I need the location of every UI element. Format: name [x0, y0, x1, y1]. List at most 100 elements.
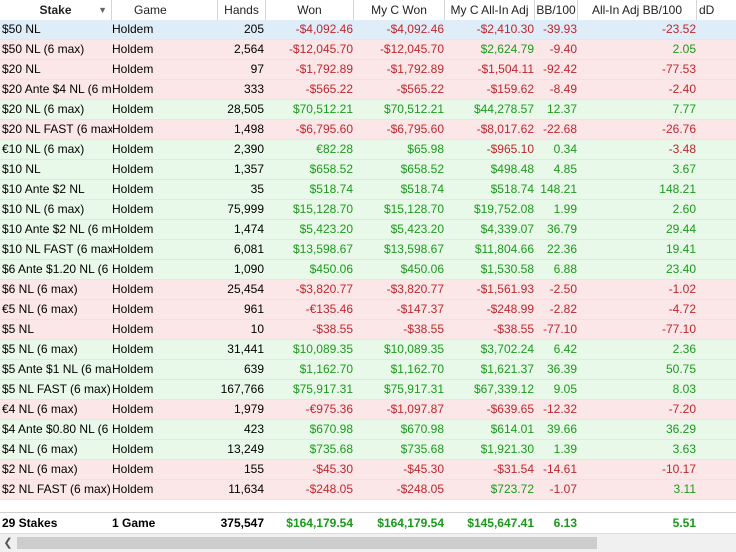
game-cell: Holdem: [112, 482, 154, 496]
adj-bb100-cell: 148.21: [659, 182, 696, 196]
scrollbar-thumb[interactable]: [17, 537, 597, 549]
adj-bb100-cell: -7.20: [668, 402, 696, 416]
table-row[interactable]: $20 Ante $4 NL (6 max)Holdem 333 -$565.22 -…: [0, 80, 736, 100]
table-row[interactable]: $5 Ante $1 NL (6 max) Holdem 639 $1,162.70 $…: [0, 360, 736, 380]
won-cell: $518.74: [309, 182, 353, 196]
horizontal-scrollbar[interactable]: ❮: [0, 533, 736, 552]
bb100-cell: 1.99: [553, 202, 577, 216]
allin-adj-cell: -$8,017.62: [476, 122, 534, 136]
table-row[interactable]: $10 NL FAST (6 max) Holdem 6,081 $13,598.67…: [0, 240, 736, 260]
table-row[interactable]: $20 NL Holdem 97 -$1,792.89 -$1,792.89 -$1,50…: [0, 60, 736, 80]
allin-adj-cell: $498.48: [490, 162, 534, 176]
table-row[interactable]: $4 Ante $0.80 NL (6 max)Holdem 423 $670.98…: [0, 420, 736, 440]
game-cell: Holdem: [112, 142, 154, 156]
sort-descending-icon[interactable]: ▼: [98, 5, 107, 15]
column-header-dd[interactable]: dD: [699, 3, 715, 17]
won-cell: $670.98: [309, 422, 353, 436]
table-row[interactable]: $4 NL (6 max) Holdem 13,249 $735.68 $735.68 $…: [0, 440, 736, 460]
hands-cell: 333: [243, 82, 264, 96]
column-header-stake[interactable]: Stake ▼: [0, 0, 112, 20]
bb100-cell: -9.40: [549, 42, 577, 56]
stake-cell: $5 Ante $1 NL (6 max): [2, 362, 112, 376]
adj-bb100-cell: 7.77: [672, 102, 696, 116]
stake-cell: $50 NL (6 max): [2, 42, 85, 56]
column-header-my-c-allin-adj[interactable]: My C All-In Adj: [445, 0, 535, 20]
table-row[interactable]: €5 NL (6 max) Holdem 961 -€135.46 -$147.37 -$…: [0, 300, 736, 320]
adj-bb100-cell: -77.53: [661, 62, 696, 76]
stake-cell: $10 NL (6 max): [2, 202, 85, 216]
adj-bb100-cell: 3.67: [672, 162, 696, 176]
hands-cell: 639: [243, 362, 264, 376]
table-row[interactable]: $2 NL (6 max) Holdem 155 -$45.30 -$45.30 -$31…: [0, 460, 736, 480]
adj-bb100-cell: 3.63: [672, 442, 696, 456]
column-header-allin-adj-bb100[interactable]: All-In Adj BB/100: [578, 0, 697, 20]
game-cell: Holdem: [112, 342, 154, 356]
allin-adj-cell: -$31.54: [493, 462, 534, 476]
adj-bb100-cell: 2.05: [672, 42, 696, 56]
hands-cell: 6,081: [233, 242, 264, 256]
bb100-cell: -2.82: [549, 302, 577, 316]
table-row[interactable]: $2 NL FAST (6 max) Holdem 11,634 -$248.05 -$…: [0, 480, 736, 500]
column-header-bb100[interactable]: BB/100: [535, 0, 578, 20]
column-header-won[interactable]: Won: [266, 0, 354, 20]
table-row[interactable]: €10 NL (6 max) Holdem 2,390 €82.28 $65.98 -$9…: [0, 140, 736, 160]
bb100-cell: 4.85: [553, 162, 577, 176]
total-my-c-won: $164,179.54: [377, 516, 444, 530]
hands-cell: 1,090: [233, 262, 264, 276]
stake-cell: $6 NL (6 max): [2, 282, 78, 296]
table-row[interactable]: $50 NL (6 max) Holdem 2,564 -$12,045.70 -$12…: [0, 40, 736, 60]
won-cell: -$38.55: [312, 322, 353, 336]
adj-bb100-cell: -77.10: [661, 322, 696, 336]
bb100-cell: 9.05: [553, 382, 577, 396]
table-row[interactable]: $10 NL (6 max) Holdem 75,999 $15,128.70 $15,…: [0, 200, 736, 220]
game-cell: Holdem: [112, 22, 154, 36]
my-c-won-cell: $75,917.31: [383, 382, 444, 396]
hands-cell: 1,357: [233, 162, 264, 176]
adj-bb100-cell: 8.03: [672, 382, 696, 396]
table-row[interactable]: $6 Ante $1.20 NL (6 max)Holdem 1,090 $450.…: [0, 260, 736, 280]
game-cell: Holdem: [112, 182, 154, 196]
adj-bb100-cell: 50.75: [665, 362, 696, 376]
stake-cell: $10 NL: [2, 162, 41, 176]
table-row[interactable]: €4 NL (6 max) Holdem 1,979 -€975.36 -$1,097.…: [0, 400, 736, 420]
table-row[interactable]: $50 NL Holdem 205 -$4,092.46 -$4,092.46 -$2,4…: [0, 20, 736, 40]
stake-cell: $5 NL: [2, 322, 35, 336]
column-header-game[interactable]: Game: [112, 0, 218, 20]
adj-bb100-cell: -26.76: [661, 122, 696, 136]
table-row[interactable]: $5 NL (6 max) Holdem 31,441 $10,089.35 $10,0…: [0, 340, 736, 360]
bb100-cell: 6.88: [553, 262, 577, 276]
adj-bb100-cell: 19.41: [665, 242, 696, 256]
adj-bb100-cell: 2.36: [672, 342, 696, 356]
allin-adj-cell: $44,278.57: [473, 102, 534, 116]
hands-cell: 75,999: [227, 202, 264, 216]
total-stakes: 29 Stakes: [2, 516, 58, 530]
total-allin-adj: $145,647.41: [467, 516, 534, 530]
adj-bb100-cell: 36.29: [665, 422, 696, 436]
column-header-hands[interactable]: Hands: [218, 0, 266, 20]
adj-bb100-cell: -10.17: [661, 462, 696, 476]
column-header-my-c-won[interactable]: My C Won: [354, 0, 445, 20]
table-row[interactable]: $5 NL Holdem 10 -$38.55 -$38.55 -$38.55 -77.10…: [0, 320, 736, 340]
game-cell: Holdem: [112, 322, 154, 336]
table-row[interactable]: $5 NL FAST (6 max) Holdem 167,766 $75,917.3…: [0, 380, 736, 400]
won-cell: €82.28: [316, 142, 353, 156]
bb100-cell: -92.42: [542, 62, 577, 76]
stake-cell: €4 NL (6 max): [2, 402, 78, 416]
game-cell: Holdem: [112, 102, 154, 116]
chevron-left-icon[interactable]: ❮: [3, 537, 13, 549]
stake-cell: $5 NL FAST (6 max): [2, 382, 111, 396]
game-cell: Holdem: [112, 122, 154, 136]
hands-cell: 25,454: [227, 282, 264, 296]
stake-cell: €5 NL (6 max): [2, 302, 78, 316]
won-cell: -$4,092.46: [295, 22, 353, 36]
bb100-cell: -77.10: [542, 322, 577, 336]
stake-cell: $10 NL FAST (6 max): [2, 242, 112, 256]
table-row[interactable]: $20 NL (6 max) Holdem 28,505 $70,512.21 $70,…: [0, 100, 736, 120]
bb100-cell: 39.66: [546, 422, 577, 436]
table-row[interactable]: $10 NL Holdem 1,357 $658.52 $658.52 $498.48 4.…: [0, 160, 736, 180]
total-games: 1 Game: [112, 516, 156, 530]
table-row[interactable]: $6 NL (6 max) Holdem 25,454 -$3,820.77 -$3,8…: [0, 280, 736, 300]
table-row[interactable]: $20 NL FAST (6 max) Holdem 1,498 -$6,795.60…: [0, 120, 736, 140]
table-row[interactable]: $10 Ante $2 NL Holdem 35 $518.74 $518.74 $518…: [0, 180, 736, 200]
table-row[interactable]: $10 Ante $2 NL (6 max)Holdem 1,474 $5,423.…: [0, 220, 736, 240]
